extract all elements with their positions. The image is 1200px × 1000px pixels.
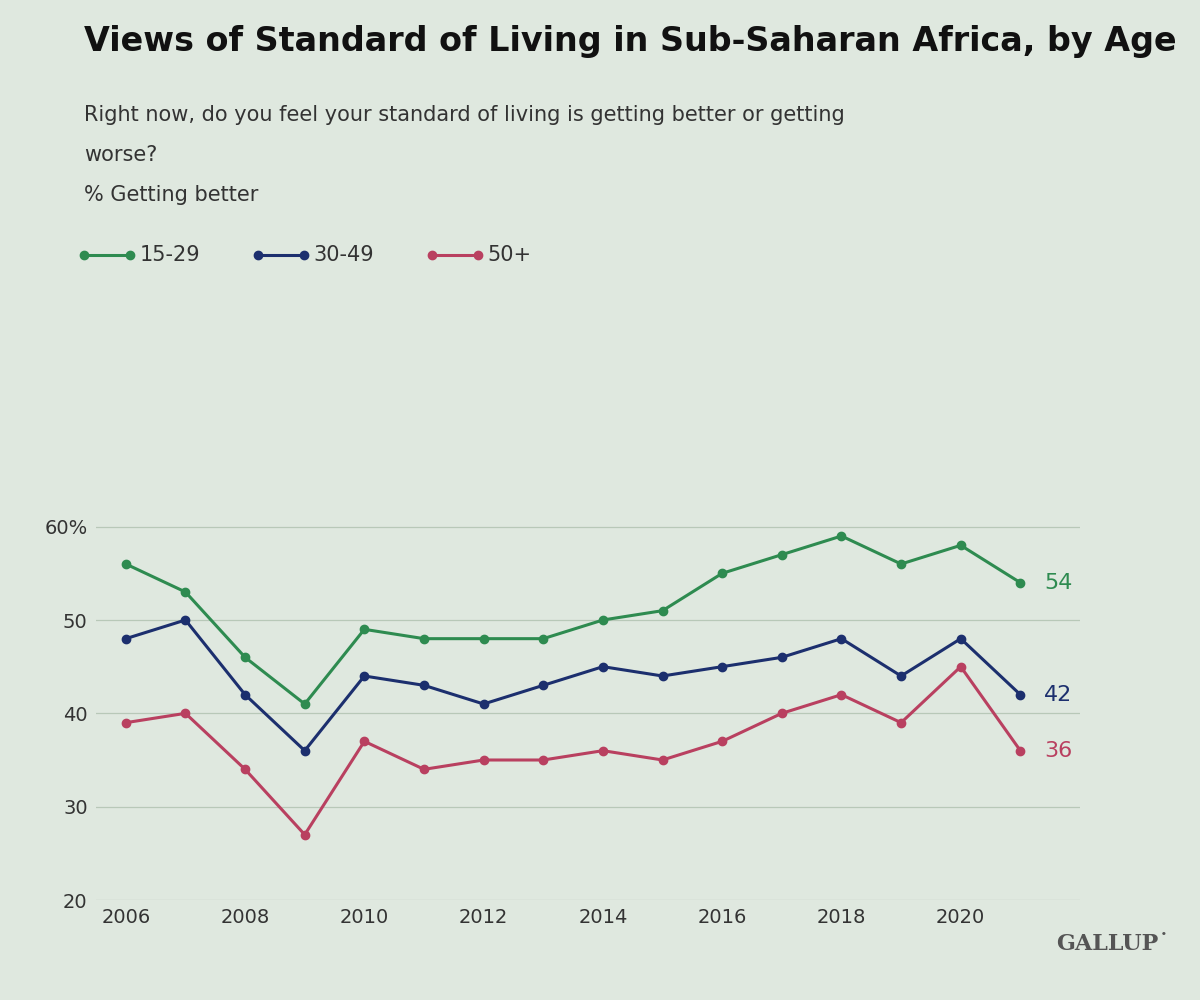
Text: worse?: worse? (84, 145, 157, 165)
Text: Right now, do you feel your standard of living is getting better or getting: Right now, do you feel your standard of … (84, 105, 845, 125)
Text: 30-49: 30-49 (313, 245, 374, 265)
Text: 36: 36 (1044, 741, 1073, 761)
Text: Views of Standard of Living in Sub-Saharan Africa, by Age: Views of Standard of Living in Sub-Sahar… (84, 25, 1177, 58)
Text: 54: 54 (1044, 573, 1073, 593)
Text: 42: 42 (1044, 685, 1073, 705)
Text: % Getting better: % Getting better (84, 185, 258, 205)
Text: 15-29: 15-29 (139, 245, 200, 265)
Text: GALLUP˙: GALLUP˙ (1056, 933, 1170, 955)
Text: 50+: 50+ (487, 245, 532, 265)
